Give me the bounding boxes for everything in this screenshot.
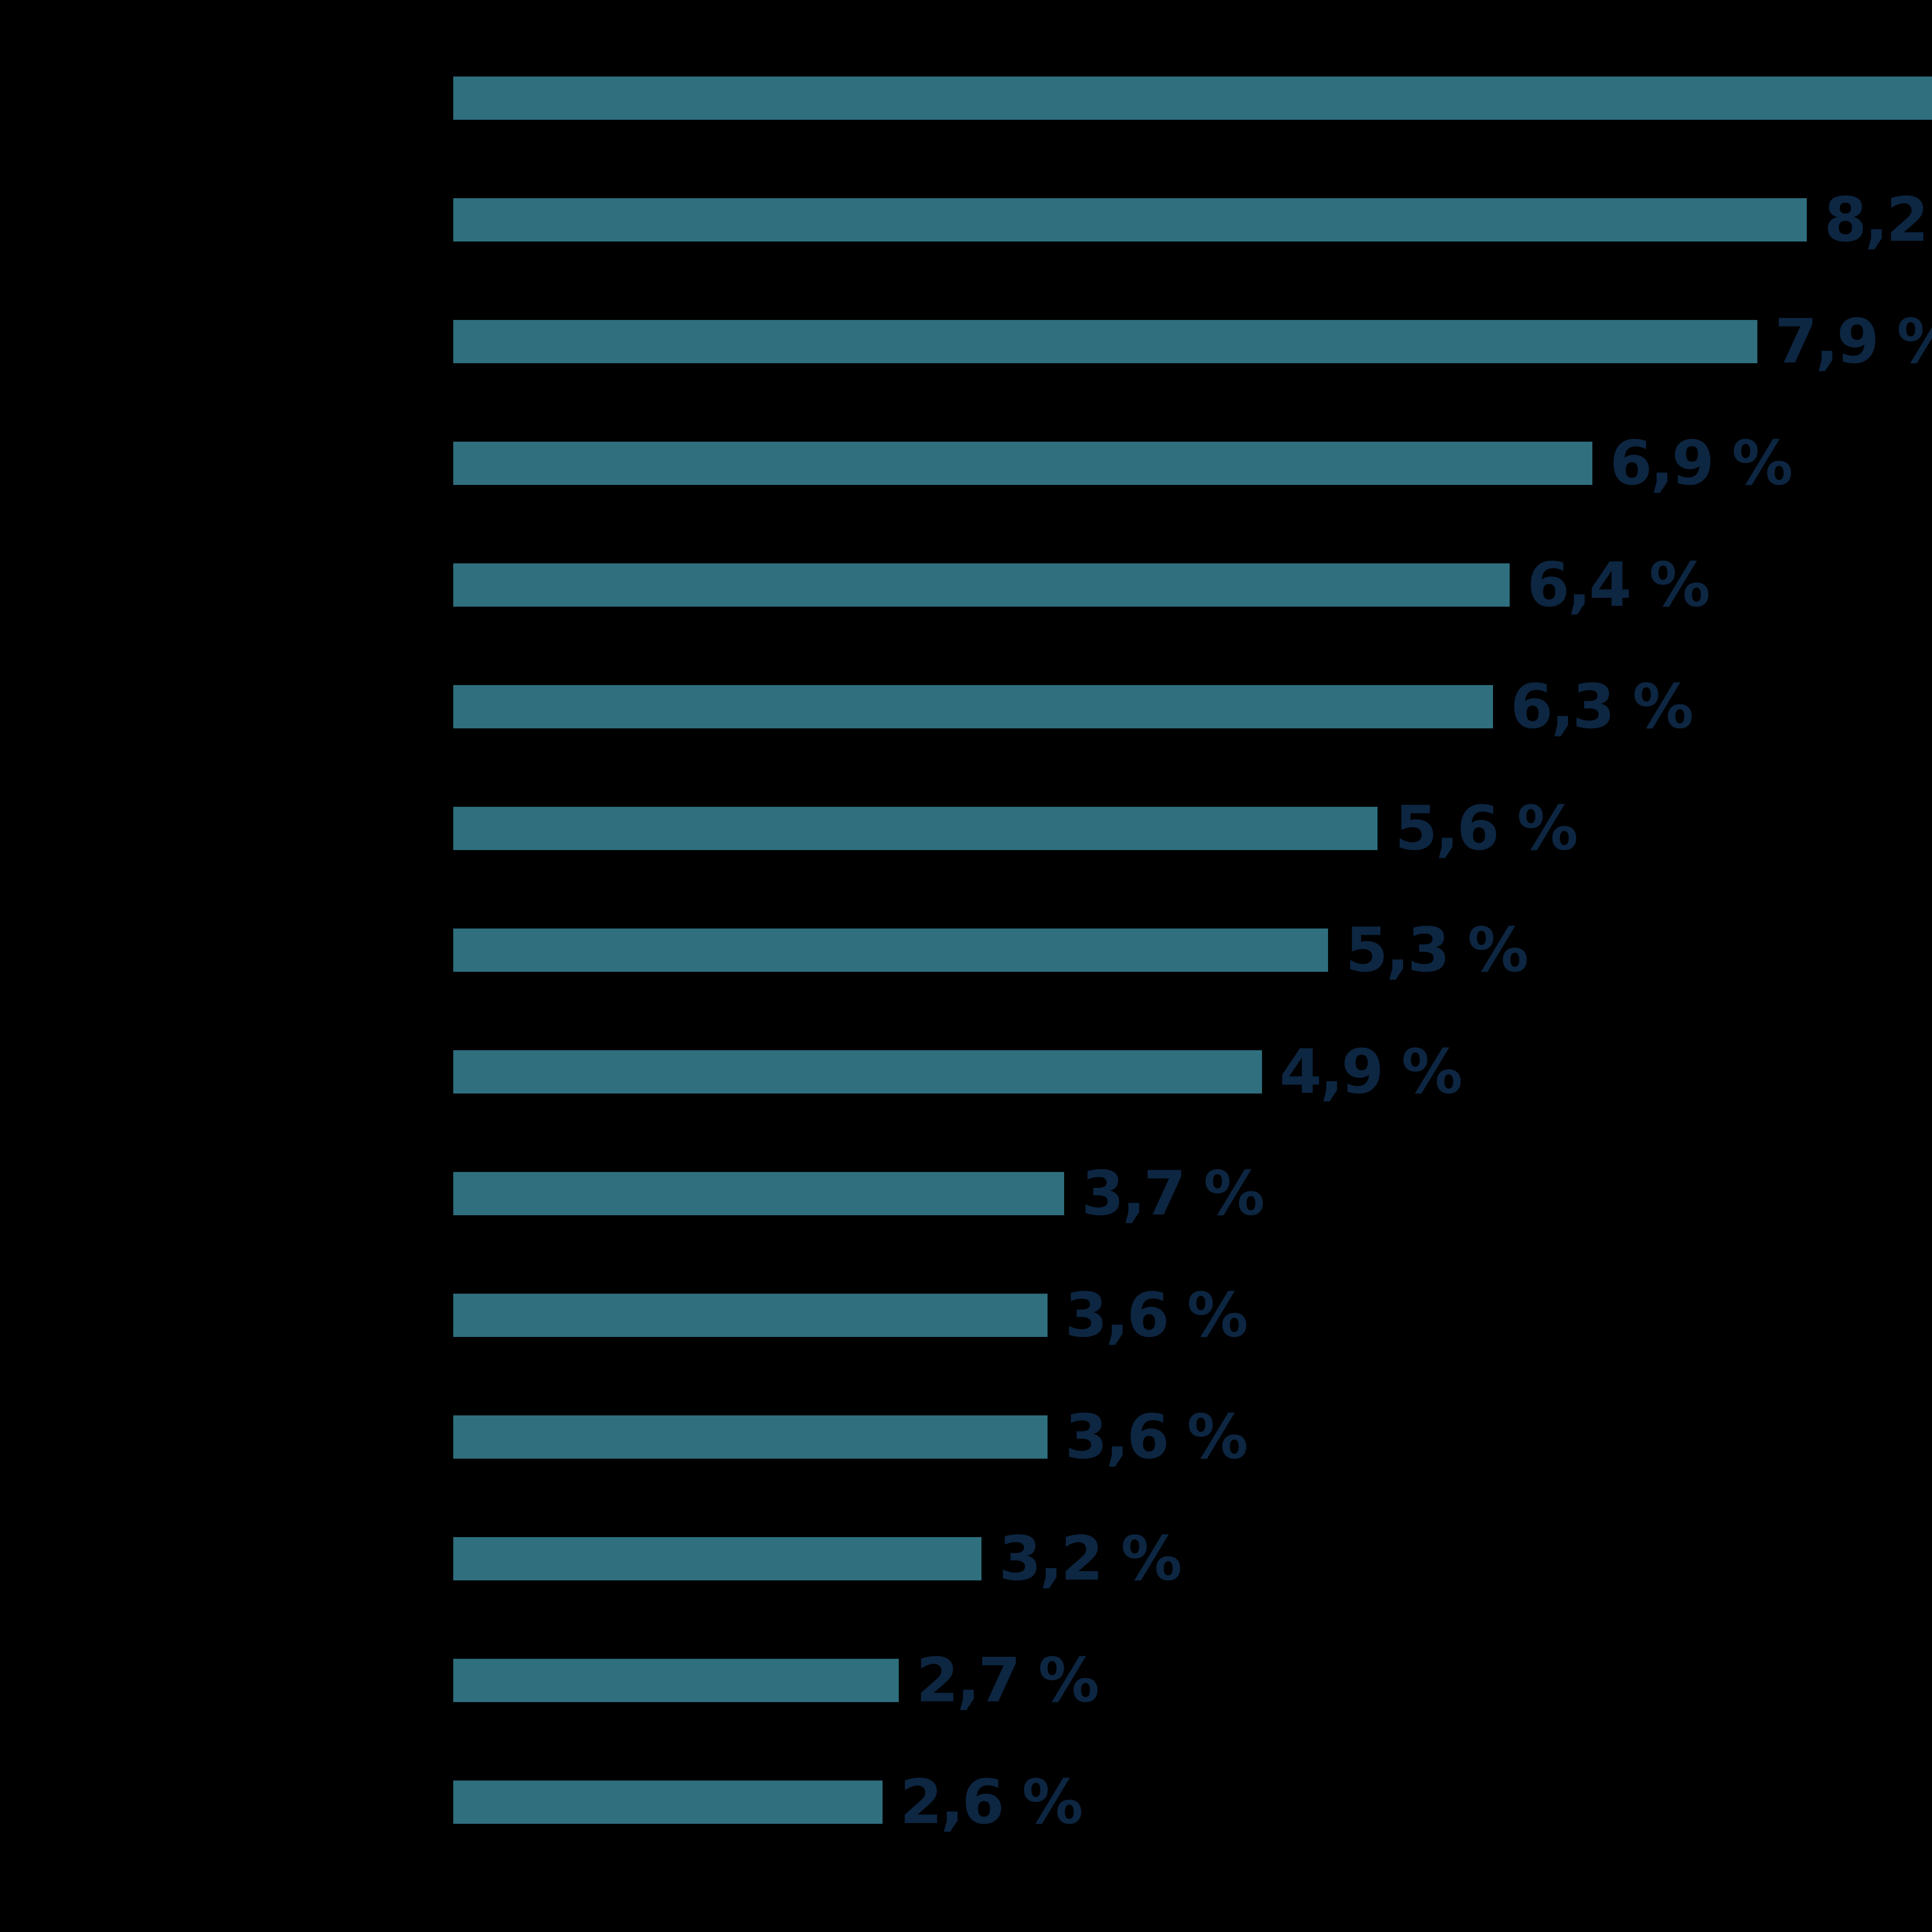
- bar-row: 4,9 %: [453, 1041, 1463, 1102]
- bar: [453, 1537, 981, 1580]
- bar: [453, 1415, 1048, 1459]
- value-label: 3,2 %: [999, 1523, 1182, 1594]
- value-label: 4,9 %: [1279, 1036, 1463, 1107]
- bar-row: 8,2 %: [453, 189, 1932, 250]
- bar: [453, 1659, 899, 1702]
- bar-row: 13,4 %: [453, 77, 1932, 120]
- bar-row: 3,6 %: [453, 1406, 1248, 1468]
- value-label: 5,6 %: [1395, 793, 1578, 864]
- value-label: 6,3 %: [1510, 671, 1694, 742]
- bar: [453, 198, 1807, 242]
- bar-row: 7,9 %: [453, 311, 1932, 372]
- bar: [453, 442, 1592, 485]
- bar-row: 2,7 %: [453, 1650, 1099, 1711]
- value-label: 3,7 %: [1082, 1158, 1265, 1229]
- bar: [453, 320, 1757, 363]
- value-label: 2,7 %: [916, 1645, 1099, 1716]
- value-label: 5,3 %: [1345, 915, 1529, 986]
- bar: [453, 1781, 883, 1824]
- value-label: 6,4 %: [1527, 549, 1710, 621]
- bar-row: 6,4 %: [453, 554, 1710, 616]
- bar-row: 6,9 %: [453, 433, 1793, 494]
- value-label: 2,6 %: [900, 1767, 1083, 1838]
- value-label: 8,2 %: [1824, 184, 1932, 255]
- bar: [453, 77, 1932, 120]
- bar: [453, 563, 1510, 607]
- bar: [453, 929, 1328, 972]
- bar-row: 2,6 %: [453, 1772, 1083, 1833]
- value-label: 7,9 %: [1775, 306, 1932, 377]
- value-label: 3,6 %: [1065, 1280, 1248, 1351]
- bar-row: 3,7 %: [453, 1163, 1265, 1224]
- bar-row: 3,2 %: [453, 1528, 1182, 1589]
- bar-row: 6,3 %: [453, 676, 1694, 737]
- bar-row: 5,6 %: [453, 798, 1578, 859]
- bar: [453, 1172, 1064, 1215]
- value-label: 6,9 %: [1610, 428, 1793, 499]
- bar: [453, 807, 1378, 850]
- bar: [453, 1294, 1048, 1337]
- bar: [453, 685, 1493, 728]
- bar-row: 5,3 %: [453, 920, 1529, 981]
- bar: [453, 1050, 1262, 1094]
- bar-row: 3,6 %: [453, 1285, 1248, 1346]
- value-label: 3,6 %: [1065, 1401, 1248, 1473]
